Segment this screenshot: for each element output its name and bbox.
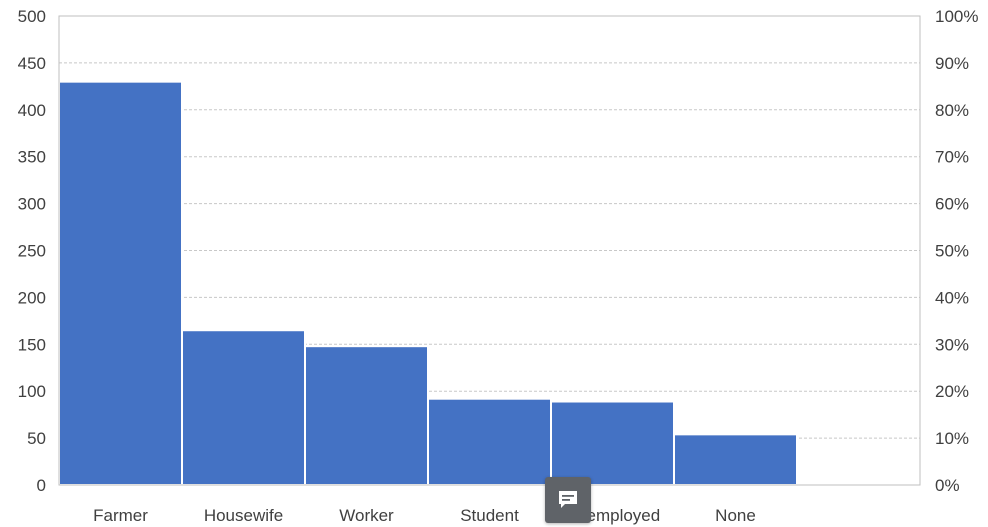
y2-tick-label: 50% xyxy=(935,242,969,261)
bar-none xyxy=(673,433,798,486)
x-tick-label: None xyxy=(715,506,756,525)
y2-tick-label: 80% xyxy=(935,101,969,120)
y-tick-label: 450 xyxy=(18,54,46,73)
bar-unemployed xyxy=(550,400,675,487)
bar-farmer xyxy=(58,80,183,486)
y2-tick-label: 90% xyxy=(935,54,969,73)
y-tick-label: 50 xyxy=(27,429,46,448)
y-tick-label: 300 xyxy=(18,195,46,214)
y2-tick-label: 10% xyxy=(935,429,969,448)
comment-icon xyxy=(559,491,577,508)
bar-housewife xyxy=(181,329,306,487)
y2-tick-label: 100% xyxy=(935,7,978,26)
y-tick-label: 250 xyxy=(18,242,46,261)
y2-tick-label: 30% xyxy=(935,335,969,354)
x-axis-ticks: Farmer Housewife Worker Student Unemployed No… xyxy=(93,506,756,525)
gridlines xyxy=(59,62,920,439)
y2-axis-ticks: 0% 10% 20% 30% 40% 50% 60% 70% 80% 90% 100% xyxy=(935,7,978,495)
y-axis-ticks: 0 50 100 150 200 250 300 350 400 450 500 xyxy=(18,7,46,495)
x-tick-label: Worker xyxy=(339,506,394,525)
y-tick-label: 100 xyxy=(18,382,46,401)
y2-tick-label: 60% xyxy=(935,195,969,214)
y-tick-label: 0 xyxy=(37,476,46,495)
x-tick-label: Housewife xyxy=(204,506,283,525)
bar-student xyxy=(427,397,552,487)
bar-worker xyxy=(304,345,429,486)
y2-tick-label: 70% xyxy=(935,148,969,167)
y-tick-label: 500 xyxy=(18,7,46,26)
x-tick-label: Student xyxy=(460,506,519,525)
comment-button[interactable] xyxy=(545,477,591,523)
y2-tick-label: 0% xyxy=(935,476,960,495)
y-tick-label: 400 xyxy=(18,101,46,120)
y-tick-label: 200 xyxy=(18,288,46,307)
plot-area-frame xyxy=(58,15,921,486)
bars xyxy=(58,80,798,487)
y-tick-label: 150 xyxy=(18,335,46,354)
y2-tick-label: 40% xyxy=(935,288,969,307)
y-tick-label: 350 xyxy=(18,148,46,167)
x-tick-label: Farmer xyxy=(93,506,148,525)
y2-tick-label: 20% xyxy=(935,382,969,401)
